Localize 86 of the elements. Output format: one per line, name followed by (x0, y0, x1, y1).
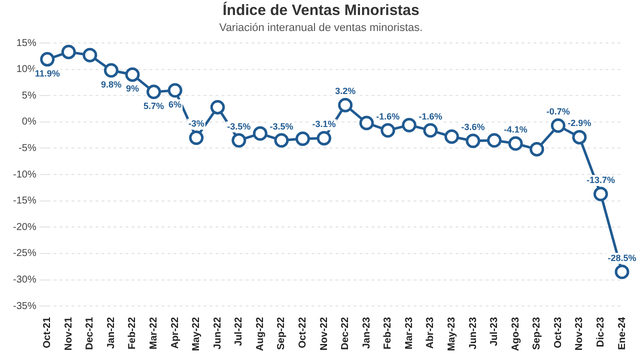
data-label: -3.6% (461, 122, 485, 132)
y-tick-label: -35% (12, 300, 36, 312)
y-tick-label: -10% (12, 169, 36, 180)
point (82, 48, 98, 62)
point (338, 98, 353, 112)
data-label: 9.8% (100, 79, 122, 90)
x-tick-label: Nov-23 (574, 316, 586, 350)
point (168, 83, 182, 98)
x-tick-label: Sep-23 (532, 316, 543, 350)
x-tick-label: Dic-23 (595, 316, 606, 348)
data-label: -3.5% (270, 121, 294, 132)
x-tick-label: Jun-23 (468, 316, 479, 350)
x-tick-label: Dec-22 (340, 316, 352, 350)
point (274, 133, 289, 148)
data-label: -1.6% (376, 111, 400, 122)
x-tick-label: Abr-23 (425, 316, 436, 349)
data-label: -3% (188, 118, 204, 129)
point (40, 52, 55, 67)
y-tick-label: -20% (12, 222, 36, 233)
x-tick-label: May-22 (191, 316, 202, 351)
x-tick-label: Oct-22 (297, 316, 308, 348)
chart-title: Índice de Ventas Minoristas (222, 2, 420, 19)
x-tick-label: Jul-22 (234, 316, 245, 346)
point (125, 67, 140, 82)
point (444, 129, 459, 144)
point (295, 132, 310, 146)
y-tick-label: -15% (12, 196, 36, 207)
x-tick-label: Aug-22 (254, 316, 266, 351)
point (146, 84, 162, 100)
data-label: -1.6% (418, 111, 442, 122)
y-tick-label: -30% (12, 274, 36, 286)
point (104, 63, 118, 78)
y-tick-label: -5% (18, 142, 36, 154)
point (359, 116, 374, 130)
x-tick-label: Feb-23 (382, 316, 394, 350)
point (252, 126, 268, 141)
point (210, 100, 225, 114)
point (550, 118, 566, 133)
point (61, 44, 76, 60)
x-tick-label: Apr-22 (170, 316, 181, 349)
point (423, 123, 438, 138)
y-tick-label: 15% (16, 38, 36, 49)
y-tick-label: 5% (22, 90, 36, 102)
data-label: -4.1% (504, 124, 528, 134)
data-label: 6% (168, 99, 182, 110)
data-label: -3.1% (312, 119, 336, 130)
data-label: -0.7% (546, 106, 570, 117)
data-label: 5.7% (144, 100, 164, 111)
point (487, 133, 502, 148)
data-label: -3.5% (227, 121, 251, 132)
point (316, 130, 332, 146)
data-label: 11.9% (34, 68, 60, 78)
x-tick-label: May-23 (446, 316, 458, 351)
x-tick-label: Ene-24 (616, 316, 628, 350)
point (530, 142, 544, 157)
x-tick-label: Sep-22 (276, 316, 288, 350)
point (232, 133, 246, 148)
x-tick-label: Jun-22 (212, 316, 224, 350)
x-tick-label: Nov-22 (318, 316, 330, 350)
point (402, 118, 416, 132)
x-tick-label: Jul-23 (489, 316, 500, 346)
x-tick-label: Feb-22 (127, 316, 138, 350)
chart-subtitle: Variación interanual de ventas minoristas. (218, 22, 424, 34)
point (614, 264, 630, 280)
point (593, 186, 608, 202)
x-tick-label: Jan-22 (106, 316, 117, 349)
point (189, 130, 204, 145)
x-tick-label: Oct-21 (42, 316, 54, 348)
point (466, 134, 480, 148)
x-tick-label: Oct-23 (552, 316, 564, 348)
point (380, 123, 396, 138)
y-tick-label: -25% (12, 248, 36, 260)
data-label: -13.7% (586, 175, 615, 185)
point (508, 136, 523, 151)
point (572, 130, 587, 144)
x-tick-label: Mar-22 (148, 316, 160, 350)
data-label: -2.9% (568, 118, 592, 128)
data-label: 3.2% (335, 86, 356, 96)
data-label: 9% (126, 84, 139, 94)
x-tick-label: Dec-21 (84, 316, 96, 350)
x-tick-label: Mar-23 (404, 316, 415, 350)
x-tick-label: Jan-23 (361, 316, 372, 349)
data-label: -28.5% (608, 252, 636, 263)
x-tick-label: Ago-23 (510, 316, 522, 351)
y-tick-label: 0% (22, 116, 36, 128)
x-tick-label: Nov-21 (63, 316, 74, 350)
